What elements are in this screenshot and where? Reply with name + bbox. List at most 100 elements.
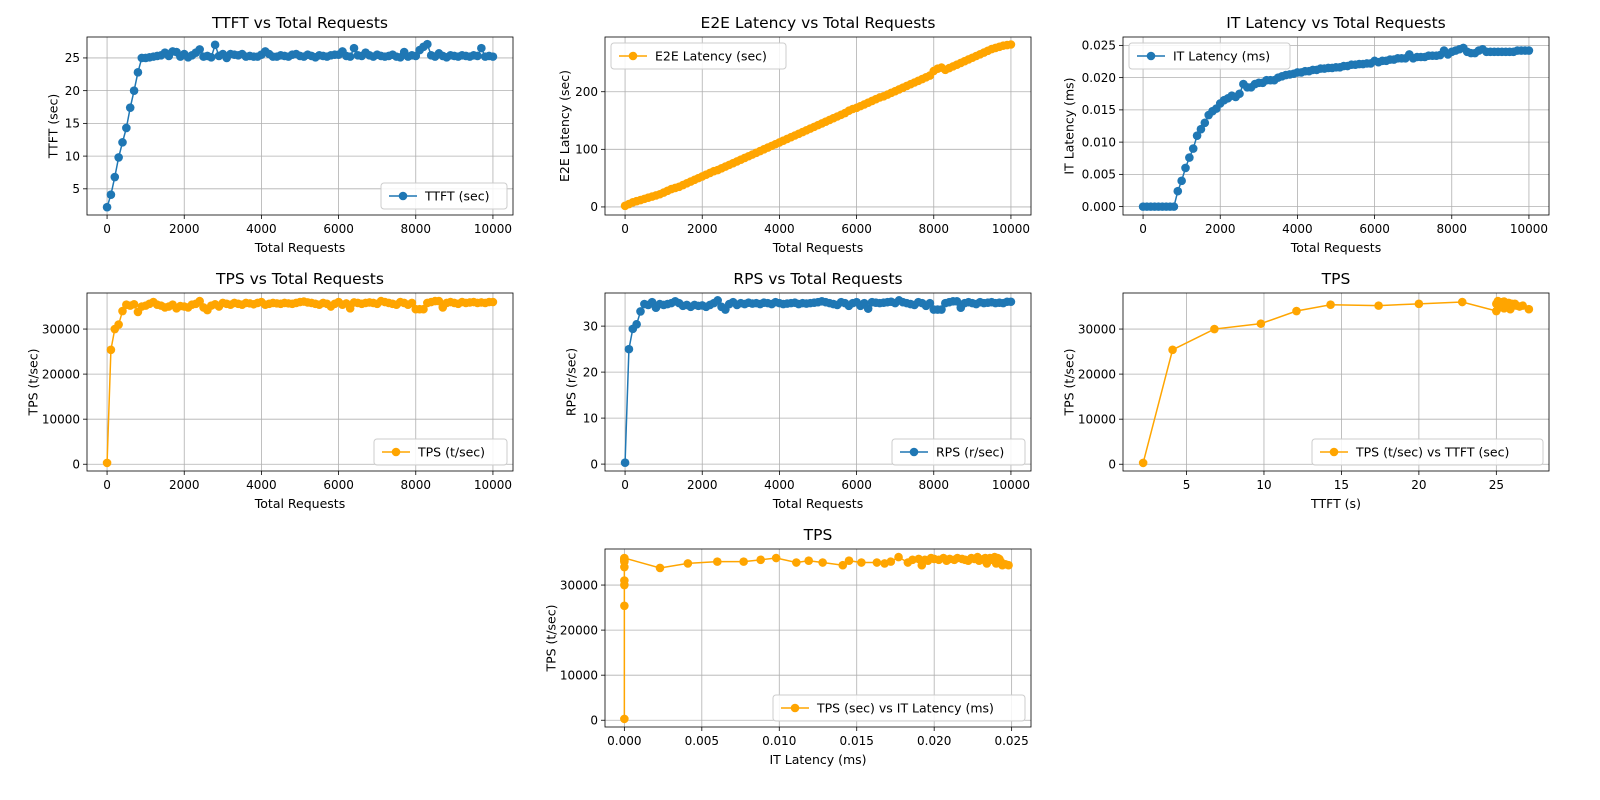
data-point bbox=[713, 557, 722, 566]
x-tick-label: 0.010 bbox=[762, 734, 796, 748]
data-point bbox=[620, 553, 629, 563]
data-point bbox=[925, 298, 935, 308]
plot-frame bbox=[604, 292, 1032, 472]
y-tick-label: 20000 bbox=[42, 367, 80, 381]
y-tick-label: 10 bbox=[65, 149, 80, 163]
x-tick-label: 0.025 bbox=[994, 734, 1028, 748]
data-point bbox=[1326, 300, 1335, 310]
y-axis-label: TPS (t/sec) bbox=[543, 604, 558, 672]
chart-ttft: 0 2000 4000 6000 8000 10000 5 10 15 20 25 TTFT vs T… bbox=[46, 14, 514, 255]
data-point bbox=[713, 296, 722, 305]
x-tick-label: 6000 bbox=[1359, 222, 1390, 236]
series-tps bbox=[102, 296, 498, 468]
x-axis-label: IT Latency (ms) bbox=[769, 752, 866, 767]
data-point bbox=[1374, 301, 1383, 310]
x-tick-label: 0.020 bbox=[917, 734, 951, 748]
data-point bbox=[655, 563, 665, 573]
legend-marker bbox=[628, 51, 638, 61]
series-line bbox=[624, 299, 1011, 463]
x-tick-label: 8000 bbox=[918, 478, 949, 492]
data-point bbox=[1181, 163, 1190, 173]
legend: RPS (r/sec) bbox=[891, 438, 1026, 466]
chart-title: E2E Latency vs Total Requests bbox=[701, 14, 936, 32]
data-point bbox=[1168, 345, 1177, 355]
y-tick-label: 20 bbox=[65, 84, 80, 98]
data-point bbox=[122, 123, 131, 133]
data-point bbox=[818, 558, 827, 567]
data-point bbox=[419, 304, 428, 314]
y-tick-label: 0 bbox=[590, 714, 598, 728]
data-point bbox=[473, 51, 482, 61]
y-tick-label: 0 bbox=[1108, 458, 1116, 472]
data-point bbox=[636, 307, 645, 316]
data-point bbox=[129, 86, 139, 95]
x-tick-label: 0 bbox=[103, 222, 111, 236]
data-point bbox=[477, 43, 486, 53]
legend: TTFT (sec) bbox=[380, 182, 508, 210]
data-point bbox=[844, 556, 854, 566]
x-tick-label: 8000 bbox=[400, 222, 431, 236]
data-point bbox=[210, 40, 220, 50]
data-point bbox=[1185, 153, 1194, 162]
series-ttft bbox=[102, 39, 498, 212]
legend-label: RPS (r/sec) bbox=[936, 445, 1004, 460]
x-tick-label: 6000 bbox=[841, 478, 872, 492]
y-tick-label: 10000 bbox=[560, 668, 598, 682]
data-point bbox=[1188, 144, 1198, 153]
y-tick-label: 0.005 bbox=[1082, 168, 1116, 182]
y-tick-label: 30000 bbox=[1078, 322, 1116, 336]
data-point bbox=[1518, 301, 1527, 310]
plot-frame bbox=[86, 292, 514, 472]
x-tick-label: 4000 bbox=[1282, 222, 1313, 236]
data-point bbox=[1457, 297, 1467, 307]
data-point bbox=[349, 43, 359, 53]
legend-box bbox=[373, 438, 508, 466]
x-tick-label: 15 bbox=[1334, 478, 1349, 492]
data-point bbox=[620, 576, 629, 585]
plot-frame bbox=[604, 548, 1032, 728]
data-point bbox=[206, 52, 216, 62]
data-point bbox=[1006, 40, 1016, 49]
x-axis-label: Total Requests bbox=[772, 240, 863, 255]
y-tick-label: 15 bbox=[65, 117, 80, 131]
chart-rps: 0 2000 4000 6000 8000 10000 0 10 20 30 RPS vs Tota… bbox=[564, 270, 1032, 511]
data-point bbox=[1256, 319, 1266, 328]
y-tick-label: 0.020 bbox=[1082, 71, 1116, 85]
data-point bbox=[118, 138, 127, 147]
data-point bbox=[1200, 118, 1210, 128]
x-tick-label: 2000 bbox=[169, 222, 200, 236]
data-point bbox=[1173, 186, 1183, 196]
data-point bbox=[838, 560, 848, 570]
x-tick-label: 0 bbox=[621, 478, 629, 492]
x-axis-label: Total Requests bbox=[254, 240, 345, 255]
data-point bbox=[632, 319, 641, 329]
legend-marker bbox=[1329, 447, 1339, 457]
data-point bbox=[1196, 124, 1206, 134]
x-tick-label: 0.000 bbox=[607, 734, 641, 748]
x-axis-label: TTFT (s) bbox=[1310, 496, 1361, 511]
data-point bbox=[1210, 324, 1219, 334]
data-point bbox=[756, 555, 765, 565]
x-tick-label: 0.015 bbox=[840, 734, 874, 748]
x-tick-label: 6000 bbox=[841, 222, 872, 236]
data-point bbox=[1414, 299, 1424, 309]
x-tick-label: 10000 bbox=[992, 478, 1030, 492]
legend-label: TPS (sec) vs IT Latency (ms) bbox=[816, 701, 994, 716]
y-tick-label: 25 bbox=[65, 51, 80, 65]
y-axis-label: TPS (t/sec) bbox=[25, 348, 40, 416]
x-axis-label: Total Requests bbox=[772, 496, 863, 511]
data-point bbox=[872, 558, 882, 567]
x-tick-label: 10 bbox=[1256, 478, 1271, 492]
data-point bbox=[1524, 46, 1534, 55]
data-point bbox=[1177, 176, 1186, 186]
x-tick-label: 2000 bbox=[687, 478, 718, 492]
chart-it: 0 2000 4000 6000 8000 10000 0.000 0.005 0.010 0.0… bbox=[1061, 14, 1550, 255]
data-point bbox=[133, 68, 143, 77]
y-tick-label: 30 bbox=[583, 319, 598, 333]
x-tick-label: 0.005 bbox=[685, 734, 719, 748]
series-tps_ttft bbox=[1138, 296, 1534, 468]
y-tick-label: 10 bbox=[583, 411, 598, 425]
x-tick-label: 6000 bbox=[323, 478, 354, 492]
data-point bbox=[739, 557, 748, 566]
y-tick-label: 10000 bbox=[42, 412, 80, 426]
